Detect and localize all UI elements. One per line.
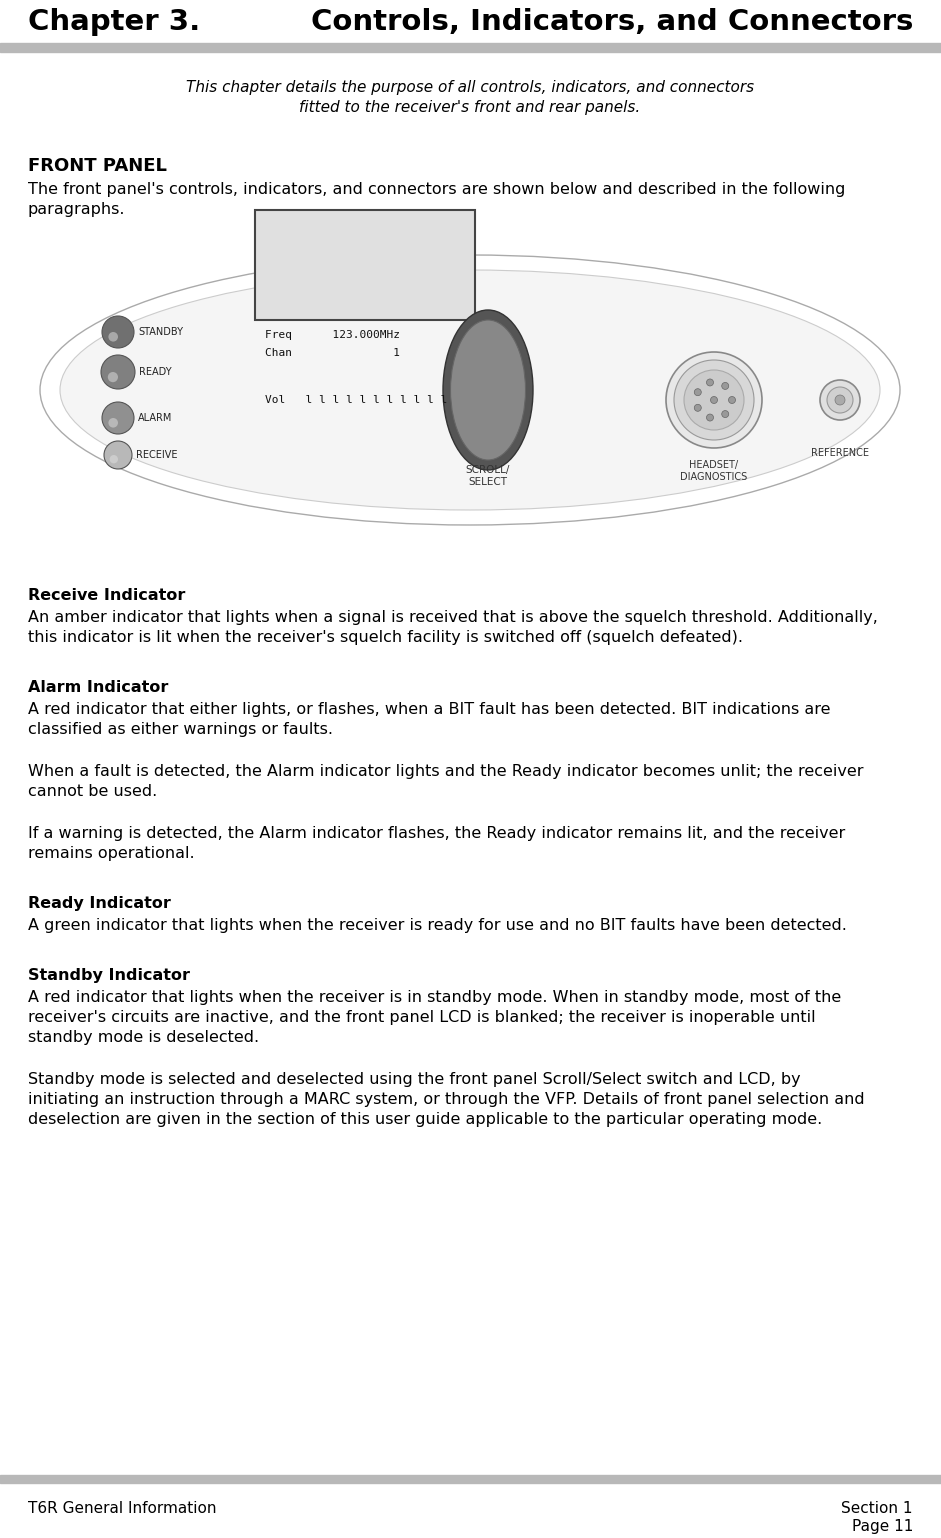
- Bar: [0, 43, 941, 52]
- Text: remains operational.: remains operational.: [28, 846, 195, 861]
- Circle shape: [707, 414, 713, 421]
- Text: Chapter 3.: Chapter 3.: [28, 8, 200, 35]
- Ellipse shape: [443, 311, 533, 471]
- Text: this indicator is lit when the receiver's squelch facility is switched off (sque: this indicator is lit when the receiver'…: [28, 631, 743, 644]
- Circle shape: [728, 397, 736, 403]
- Circle shape: [109, 455, 118, 463]
- Circle shape: [820, 380, 860, 420]
- Text: When a fault is detected, the Alarm indicator lights and the Ready indicator bec: When a fault is detected, the Alarm indi…: [28, 764, 864, 780]
- Circle shape: [722, 383, 728, 389]
- Circle shape: [108, 372, 118, 383]
- Circle shape: [666, 352, 762, 448]
- Text: The front panel's controls, indicators, and connectors are shown below and descr: The front panel's controls, indicators, …: [28, 181, 845, 197]
- Text: A red indicator that either lights, or flashes, when a BIT fault has been detect: A red indicator that either lights, or f…: [28, 701, 831, 717]
- Text: initiating an instruction through a MARC system, or through the VFP. Details of : initiating an instruction through a MARC…: [28, 1092, 865, 1107]
- Circle shape: [722, 411, 728, 418]
- Circle shape: [101, 355, 135, 389]
- Text: READY: READY: [139, 368, 171, 377]
- Circle shape: [108, 418, 118, 428]
- Circle shape: [694, 389, 701, 395]
- Circle shape: [104, 441, 132, 469]
- Text: Controls, Indicators, and Connectors: Controls, Indicators, and Connectors: [311, 8, 913, 35]
- Text: RECEIVE: RECEIVE: [136, 451, 178, 460]
- Text: Standby mode is selected and deselected using the front panel Scroll/Select swit: Standby mode is selected and deselected …: [28, 1072, 801, 1087]
- Circle shape: [710, 397, 717, 403]
- Text: receiver's circuits are inactive, and the front panel LCD is blanked; the receiv: receiver's circuits are inactive, and th…: [28, 1010, 816, 1024]
- Text: An amber indicator that lights when a signal is received that is above the squel: An amber indicator that lights when a si…: [28, 611, 878, 624]
- Text: A red indicator that lights when the receiver is in standby mode. When in standb: A red indicator that lights when the rec…: [28, 990, 841, 1004]
- Bar: [255, 211, 475, 320]
- Ellipse shape: [451, 320, 525, 460]
- Text: deselection are given in the section of this user guide applicable to the partic: deselection are given in the section of …: [28, 1112, 822, 1127]
- Text: FRONT PANEL: FRONT PANEL: [28, 157, 167, 175]
- Circle shape: [684, 371, 744, 431]
- Text: ALARM: ALARM: [138, 414, 172, 423]
- Text: Alarm Indicator: Alarm Indicator: [28, 680, 168, 695]
- Text: If a warning is detected, the Alarm indicator flashes, the Ready indicator remai: If a warning is detected, the Alarm indi…: [28, 826, 845, 841]
- Text: Freq      123.000MHz: Freq 123.000MHz: [265, 331, 400, 340]
- Bar: [0, 1475, 941, 1483]
- Ellipse shape: [60, 271, 880, 511]
- Text: cannot be used.: cannot be used.: [28, 784, 157, 800]
- Text: standby mode is deselected.: standby mode is deselected.: [28, 1030, 259, 1044]
- Text: Standby Indicator: Standby Indicator: [28, 967, 190, 983]
- Circle shape: [694, 404, 701, 411]
- Text: HEADSET/
DIAGNOSTICS: HEADSET/ DIAGNOSTICS: [680, 460, 748, 483]
- Text: STANDBY: STANDBY: [138, 328, 183, 337]
- Circle shape: [674, 360, 754, 440]
- Text: This chapter details the purpose of all controls, indicators, and connectors: This chapter details the purpose of all …: [186, 80, 754, 95]
- Circle shape: [102, 401, 134, 434]
- Text: Receive Indicator: Receive Indicator: [28, 588, 185, 603]
- Text: Chan               1: Chan 1: [265, 348, 400, 358]
- Text: REFERENCE: REFERENCE: [811, 448, 869, 458]
- Text: A green indicator that lights when the receiver is ready for use and no BIT faul: A green indicator that lights when the r…: [28, 918, 847, 934]
- Text: paragraphs.: paragraphs.: [28, 201, 125, 217]
- Text: classified as either warnings or faults.: classified as either warnings or faults.: [28, 721, 333, 737]
- Text: Page 11: Page 11: [852, 1520, 913, 1533]
- Circle shape: [102, 315, 134, 348]
- Text: Ready Indicator: Ready Indicator: [28, 897, 171, 910]
- Text: Section 1: Section 1: [841, 1501, 913, 1516]
- Circle shape: [835, 395, 845, 404]
- Text: T6R General Information: T6R General Information: [28, 1501, 216, 1516]
- Text: SCROLL/
SELECT: SCROLL/ SELECT: [466, 464, 510, 488]
- Text: Vol   l l l l l l l l l l l l: Vol l l l l l l l l l l l l: [265, 395, 461, 404]
- Circle shape: [108, 332, 118, 341]
- Text: fitted to the receiver's front and rear panels.: fitted to the receiver's front and rear …: [299, 100, 641, 115]
- Circle shape: [707, 378, 713, 386]
- Circle shape: [827, 388, 853, 414]
